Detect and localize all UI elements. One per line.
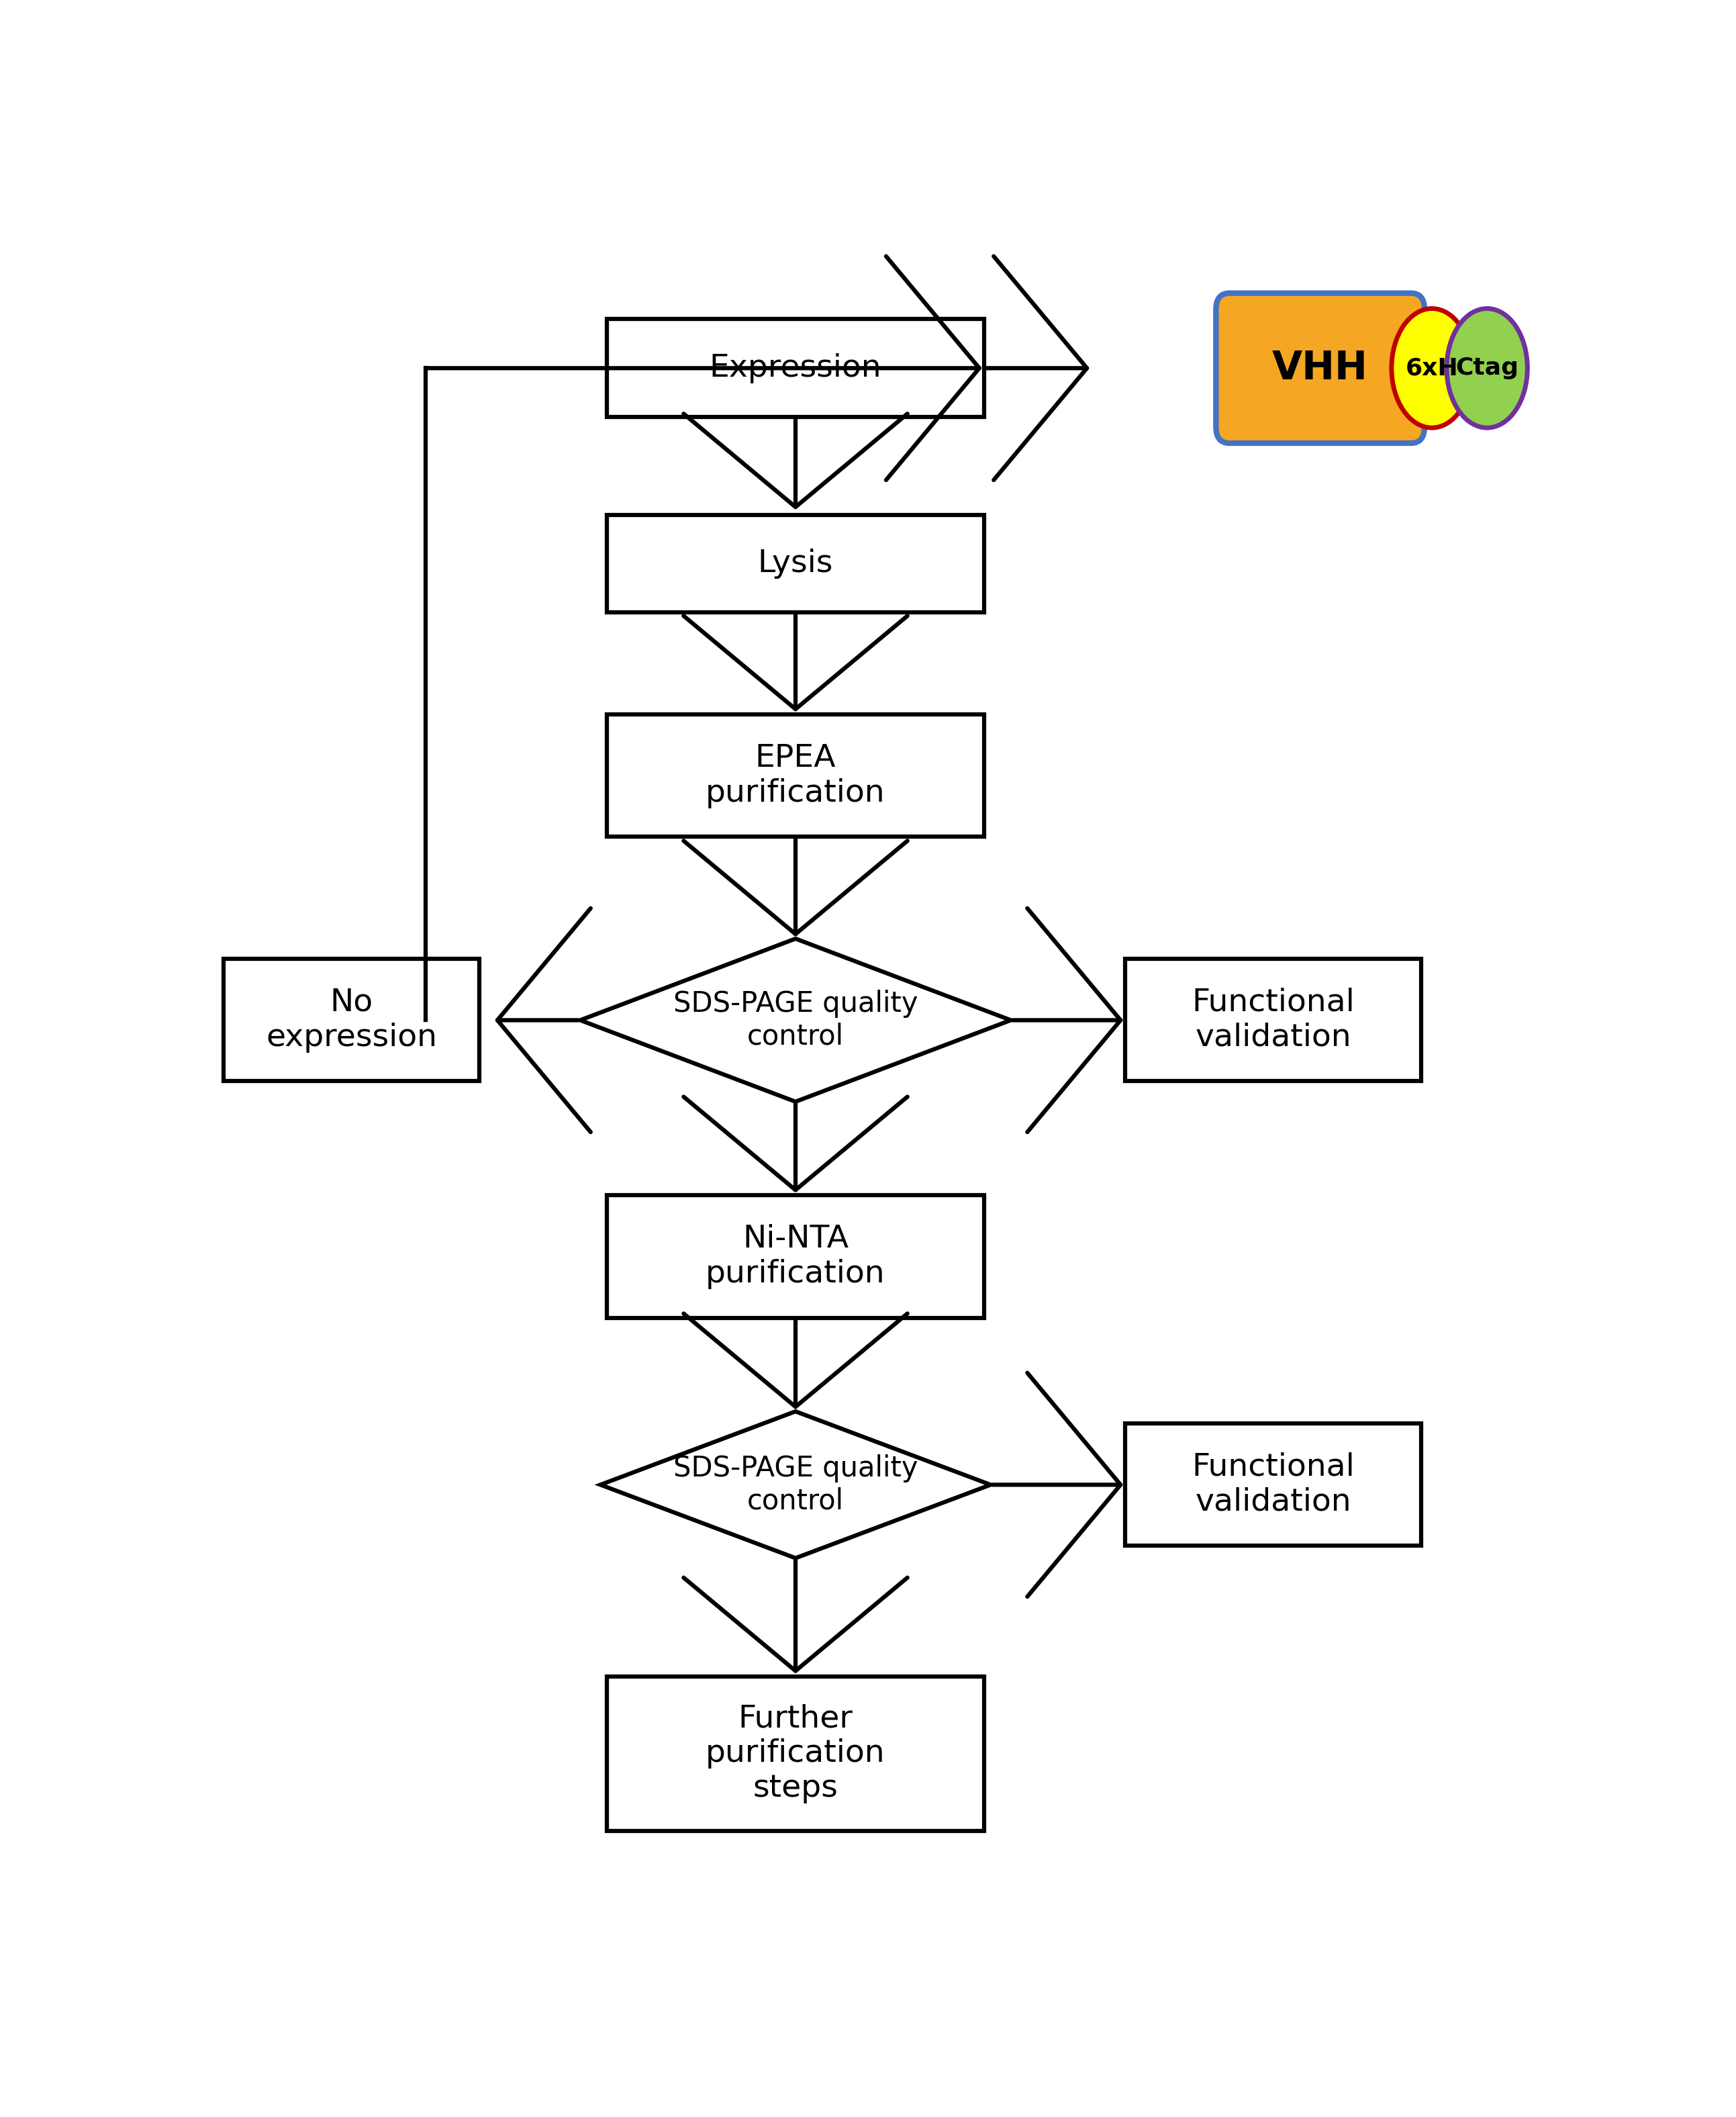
Text: SDS-PAGE quality
control: SDS-PAGE quality control [674, 991, 918, 1050]
FancyBboxPatch shape [608, 1677, 984, 1831]
Text: Further
purification
steps: Further purification steps [707, 1704, 885, 1804]
Ellipse shape [1392, 309, 1472, 428]
Polygon shape [580, 938, 1010, 1101]
Ellipse shape [1446, 309, 1528, 428]
FancyBboxPatch shape [1215, 292, 1425, 442]
FancyBboxPatch shape [1125, 1423, 1422, 1545]
FancyBboxPatch shape [1125, 959, 1422, 1082]
Text: Functional
validation: Functional validation [1191, 1452, 1354, 1518]
FancyBboxPatch shape [608, 716, 984, 836]
Text: VHH: VHH [1272, 349, 1368, 387]
Text: 6xH: 6xH [1406, 358, 1458, 379]
Text: Ctag: Ctag [1455, 358, 1519, 379]
Text: Ni-NTA
purification: Ni-NTA purification [707, 1224, 885, 1289]
Text: Expression: Expression [710, 354, 882, 383]
Text: EPEA
purification: EPEA purification [707, 743, 885, 809]
Text: SDS-PAGE quality
control: SDS-PAGE quality control [674, 1454, 918, 1516]
FancyBboxPatch shape [608, 1196, 984, 1317]
FancyBboxPatch shape [608, 320, 984, 417]
Text: No
expression: No expression [266, 989, 437, 1052]
Polygon shape [601, 1412, 991, 1558]
Text: Functional
validation: Functional validation [1191, 989, 1354, 1052]
FancyBboxPatch shape [224, 959, 479, 1082]
FancyBboxPatch shape [608, 514, 984, 612]
Text: Lysis: Lysis [759, 548, 833, 578]
